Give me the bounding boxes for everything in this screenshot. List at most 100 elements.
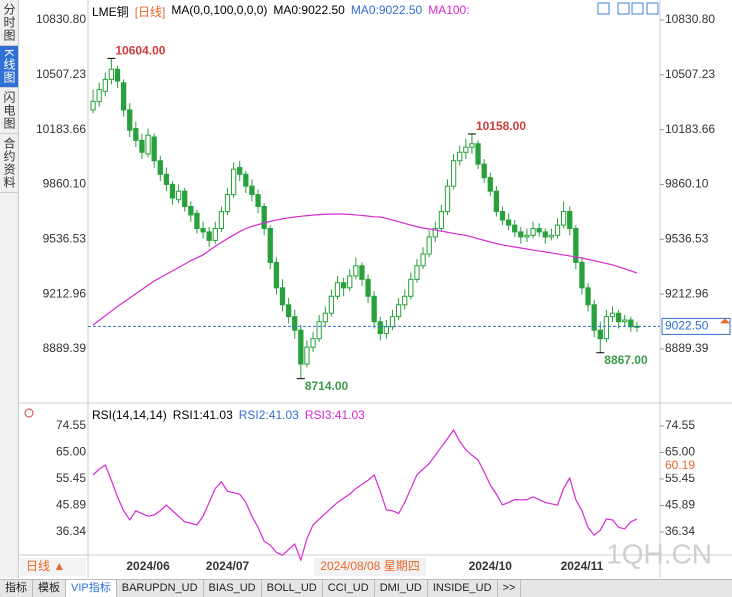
candle-body xyxy=(133,128,139,141)
x-tick-label: 2024/11 xyxy=(561,559,604,573)
candle-body xyxy=(512,224,518,233)
candle-body xyxy=(450,160,457,187)
tab[interactable]: BARUPDN_UD xyxy=(117,580,204,597)
candle-body xyxy=(279,287,286,306)
y-tick-label: 65.00 xyxy=(56,445,86,459)
candle-body xyxy=(127,109,133,131)
candle-body xyxy=(285,304,292,318)
ma-value: MA0:9022.50 xyxy=(350,3,423,17)
period-button[interactable]: 日线 ▲ xyxy=(26,559,65,573)
candle-body xyxy=(151,136,157,162)
candle-body xyxy=(96,89,102,102)
tab[interactable]: CCI_UD xyxy=(323,580,375,597)
settings-icon[interactable] xyxy=(24,408,34,418)
candle-body xyxy=(560,211,567,226)
series-line xyxy=(92,213,638,326)
tab[interactable]: BIAS_UD xyxy=(204,580,262,597)
period-button-bg[interactable] xyxy=(20,558,86,576)
candle-body xyxy=(316,321,322,340)
candle-body xyxy=(90,100,96,111)
candle-body xyxy=(206,231,212,241)
candle-body xyxy=(255,194,261,207)
candle-body xyxy=(249,185,255,196)
extreme-label: 8714.00 xyxy=(305,379,349,393)
ma-value: MA0:9022.50 xyxy=(273,3,345,17)
y-tick-label: 9536.53 xyxy=(665,231,709,245)
tab[interactable]: VIP指标 xyxy=(66,580,117,597)
x-tick-label: 2024/07 xyxy=(206,559,250,573)
tab-bar: 指标 模板 VIP指标 BARUPDN_UD BIAS_UD BOLL_UD CCI_UD D… xyxy=(0,579,732,597)
candle-body xyxy=(530,228,536,236)
sidebar-tab[interactable]: 分时图 xyxy=(0,0,18,46)
candle-body xyxy=(237,167,243,175)
legend-entry: RSI3:41.03 xyxy=(304,408,365,422)
candle-body xyxy=(108,68,115,80)
candle-body xyxy=(224,194,231,213)
y-tick-label: 10507.23 xyxy=(665,67,715,81)
candle-body xyxy=(267,228,273,263)
candle-body xyxy=(395,304,402,318)
candle-body xyxy=(585,287,591,306)
candle-body xyxy=(194,212,200,230)
candle-body xyxy=(499,211,506,221)
candle-body xyxy=(182,190,188,207)
candle-body xyxy=(328,295,335,314)
candle-body xyxy=(591,304,597,331)
y-tick-label: 10183.66 xyxy=(665,122,715,136)
candle-body xyxy=(524,234,530,238)
tab[interactable]: INSIDE_UD xyxy=(428,580,498,597)
candle-body xyxy=(334,282,341,297)
candle-body xyxy=(432,228,438,238)
sidebar-tab[interactable]: 合约资料 xyxy=(0,134,18,194)
candle-body xyxy=(359,265,365,280)
x-tick-label: 2024/06 xyxy=(126,559,170,573)
watermark: 1QH.CN xyxy=(606,538,712,569)
candle-body xyxy=(505,219,512,226)
y-tick-label: 9860.10 xyxy=(43,177,87,191)
sidebar-tab[interactable]: K线图 xyxy=(0,46,18,89)
tab[interactable]: 模板 xyxy=(33,580,66,597)
candle-body xyxy=(120,82,127,111)
y-tick-label: 10183.66 xyxy=(36,122,86,136)
candle-body xyxy=(603,316,610,340)
sidebar-tab[interactable]: 闪电图 xyxy=(0,88,18,135)
tab[interactable]: DMI_UD xyxy=(375,580,428,597)
y-tick-label: 9860.10 xyxy=(665,177,709,191)
candle-body xyxy=(114,68,121,82)
period[interactable]: [日线] xyxy=(134,5,166,19)
candle-body xyxy=(365,278,371,297)
candle-body xyxy=(273,261,280,289)
candle-body xyxy=(518,231,524,238)
toolbar-icons[interactable] xyxy=(597,2,659,15)
candle-body xyxy=(493,190,500,213)
y-tick-label: 8889.39 xyxy=(43,341,87,355)
extreme-label: 8867.00 xyxy=(604,353,648,367)
y-tick-label: 65.00 xyxy=(665,445,695,459)
candle-body xyxy=(139,139,145,153)
candle-body xyxy=(212,228,218,241)
y-tick-label: 55.45 xyxy=(665,471,695,485)
y-tick-label: 8889.39 xyxy=(665,341,709,355)
candle-body xyxy=(597,329,603,340)
candle-body xyxy=(622,319,628,323)
candle-body xyxy=(261,205,267,230)
candle-body xyxy=(438,211,445,230)
candle-body xyxy=(218,211,225,230)
candle-body xyxy=(353,265,359,277)
ma-value: MA100: xyxy=(428,3,470,17)
candle-body xyxy=(389,316,396,328)
candle-body xyxy=(463,146,469,153)
candle-body xyxy=(402,295,408,306)
y-tick-label: 9536.53 xyxy=(43,231,87,245)
extreme-label: 10604.00 xyxy=(115,44,165,58)
arrow-icon xyxy=(720,318,730,324)
tab[interactable]: BOLL_UD xyxy=(262,580,323,597)
tab[interactable]: >> xyxy=(498,580,522,597)
chart-header: LME铜 [日线] MA(0,0,100,0,0,0) MA0:9022.50 … xyxy=(92,3,470,20)
candle-body xyxy=(542,231,548,238)
tab[interactable]: 指标 xyxy=(0,580,33,597)
extreme-label: 10158.00 xyxy=(476,119,526,133)
candle-body xyxy=(383,326,390,335)
candle-body xyxy=(579,261,585,289)
legend-entry: RSI1:41.03 xyxy=(172,408,233,422)
